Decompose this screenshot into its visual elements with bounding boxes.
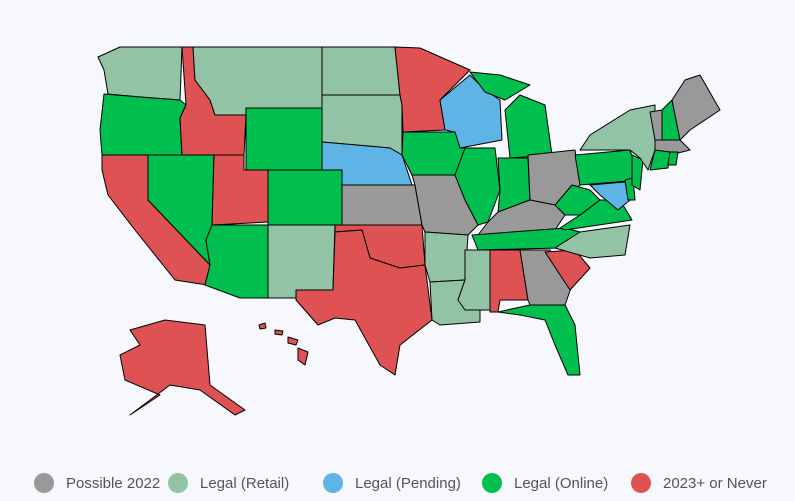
state (554, 224, 631, 259)
legend-marker (34, 473, 54, 493)
legend-label: Legal (Retail) (200, 475, 289, 492)
state (454, 147, 501, 226)
state (267, 169, 343, 226)
legend-marker (323, 473, 343, 493)
state (97, 46, 183, 101)
state (469, 71, 531, 101)
state (297, 347, 309, 366)
state (667, 151, 679, 166)
state (258, 322, 267, 330)
state (439, 74, 503, 149)
state (192, 46, 323, 116)
legend-marker (482, 473, 502, 493)
state (274, 329, 284, 336)
state (631, 154, 644, 191)
state (649, 149, 671, 171)
legend-marker (168, 473, 188, 493)
state (424, 231, 469, 283)
state (497, 304, 581, 376)
state (245, 107, 323, 171)
legend: Possible 2022 Legal (Retail) Legal (Pendin… (34, 473, 767, 493)
state (99, 93, 187, 156)
legend-label: 2023+ or Never (663, 475, 767, 492)
state (554, 184, 601, 216)
state (671, 74, 721, 141)
state (504, 94, 553, 159)
state (267, 224, 336, 299)
state (119, 319, 246, 416)
state (287, 336, 299, 346)
state (321, 46, 401, 96)
state (295, 229, 433, 376)
legend-label: Legal (Online) (514, 475, 608, 492)
legend-label: Possible 2022 (66, 475, 160, 492)
state (401, 131, 466, 176)
state (589, 181, 631, 211)
state (204, 224, 269, 299)
legend-label: Legal (Pending) (355, 475, 461, 492)
states (97, 46, 721, 416)
legend-marker (631, 473, 651, 493)
state (341, 184, 423, 226)
